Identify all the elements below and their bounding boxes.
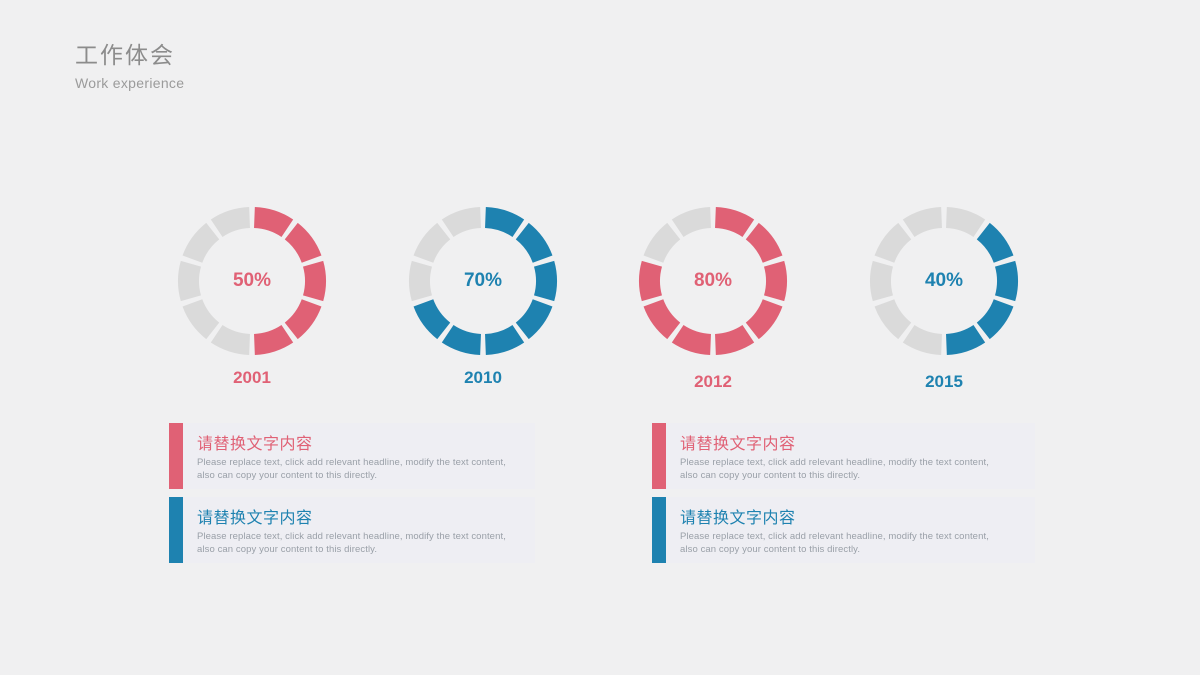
placeholder-text-block: 请替换文字内容 Please replace text, click add r… [169, 497, 535, 563]
ring-segment-filled [639, 260, 662, 302]
ring-segment-empty [874, 222, 912, 263]
block-body: Please replace text, click add relevant … [680, 456, 989, 482]
ring-segment-filled [671, 325, 711, 355]
accent-bar [169, 423, 183, 489]
ring-segment-filled [515, 299, 553, 340]
ring-segment-filled [254, 207, 294, 237]
donut-chart-2015: 40% 2015 [869, 206, 1019, 391]
block-title: 请替换文字内容 [197, 510, 313, 527]
ring-segment-empty [946, 207, 986, 237]
ring-segment-empty [413, 222, 451, 263]
ring-segment-filled [715, 325, 755, 355]
donut-chart-2012: 80% 2012 [638, 206, 788, 391]
ring-segment-filled [946, 325, 986, 355]
ring-segment-filled [715, 207, 755, 237]
donut-percent-label: 70% [463, 270, 503, 291]
ring-segment-empty [902, 207, 942, 237]
ring-segment-empty [210, 325, 250, 355]
ring-segment-empty [178, 260, 201, 302]
ring-segment-filled [976, 299, 1014, 340]
ring-segment-filled [643, 299, 681, 340]
block-title: 请替换文字内容 [680, 436, 796, 453]
ring-segment-empty [643, 222, 681, 263]
block-title: 请替换文字内容 [197, 436, 313, 453]
donut-year-label: 2010 [464, 368, 502, 387]
ring-segment-filled [303, 260, 326, 302]
donut-ring [639, 207, 787, 355]
block-body-line: Please replace text, click add relevant … [680, 531, 989, 542]
ring-segment-filled [745, 299, 783, 340]
block-body-line: Please replace text, click add relevant … [197, 531, 506, 542]
ring-segment-filled [485, 325, 525, 355]
donut-percent-label: 50% [232, 270, 272, 291]
ring-segment-empty [210, 207, 250, 237]
block-title: 请替换文字内容 [680, 510, 796, 527]
placeholder-text-block: 请替换文字内容 Please replace text, click add r… [652, 423, 1035, 489]
ring-segment-filled [764, 260, 787, 302]
ring-segment-filled [745, 222, 783, 263]
placeholder-text-block: 请替换文字内容 Please replace text, click add r… [652, 497, 1035, 563]
block-body-line: also can copy your content to this direc… [680, 544, 861, 555]
ring-segment-filled [413, 299, 451, 340]
ring-segment-filled [254, 325, 294, 355]
donut-percent-label: 40% [924, 270, 964, 291]
donut-chart-2010: 70% 2010 [408, 206, 558, 387]
ring-segment-filled [441, 325, 481, 355]
donut-ring [870, 207, 1018, 355]
accent-bar [652, 423, 666, 489]
ring-segment-empty [441, 207, 481, 237]
ring-segment-filled [515, 222, 553, 263]
donut-year-label: 2012 [694, 372, 732, 391]
ring-segment-filled [534, 260, 557, 302]
block-body: Please replace text, click add relevant … [680, 530, 989, 556]
donut-ring [409, 207, 557, 355]
ring-segment-empty [870, 260, 893, 302]
ring-segment-empty [409, 260, 432, 302]
block-body-line: Please replace text, click add relevant … [680, 457, 989, 468]
placeholder-text-block: 请替换文字内容 Please replace text, click add r… [169, 423, 535, 489]
ring-segment-filled [284, 222, 322, 263]
ring-segment-filled [485, 207, 525, 237]
accent-bar [169, 497, 183, 563]
block-body-line: also can copy your content to this direc… [197, 470, 378, 481]
donut-year-label: 2001 [233, 368, 271, 387]
ring-segment-empty [902, 325, 942, 355]
ring-segment-empty [874, 299, 912, 340]
ring-segment-filled [995, 260, 1018, 302]
accent-bar [652, 497, 666, 563]
block-body: Please replace text, click add relevant … [197, 530, 506, 556]
donut-ring [178, 207, 326, 355]
donut-year-label: 2015 [925, 372, 963, 391]
ring-segment-empty [182, 299, 220, 340]
page-subtitle: Work experience [75, 75, 185, 91]
donut-chart-2001: 50% 2001 [177, 206, 327, 387]
block-body: Please replace text, click add relevant … [197, 456, 506, 482]
block-body-line: Please replace text, click add relevant … [197, 457, 506, 468]
block-body-line: also can copy your content to this direc… [680, 470, 861, 481]
ring-segment-filled [284, 299, 322, 340]
ring-segment-empty [671, 207, 711, 237]
page-title: 工作体会 [75, 42, 175, 68]
ring-segment-filled [976, 222, 1014, 263]
block-body-line: also can copy your content to this direc… [197, 544, 378, 555]
slide-header: 工作体会 Work experience [75, 36, 184, 91]
donut-percent-label: 80% [693, 270, 733, 291]
ring-segment-empty [182, 222, 220, 263]
